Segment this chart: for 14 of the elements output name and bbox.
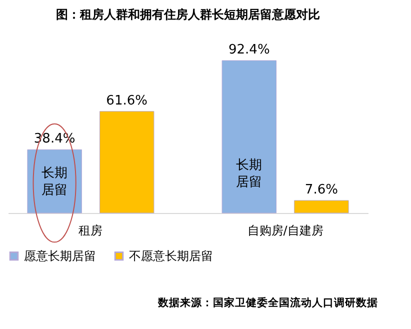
legend-label: 不愿意长期居留 — [129, 249, 213, 264]
data-label: 7.6% — [304, 182, 338, 198]
chart-title: 图：租房人群和拥有住房人群长短期居留意愿对比 — [56, 8, 320, 22]
annotation: 长期居留 — [236, 158, 262, 190]
source-note: 数据来源：国家卫健委全国流动人口调研数据 — [157, 296, 378, 309]
bar — [222, 60, 277, 214]
legend-label: 愿意长期居留 — [24, 249, 96, 264]
data-label: 92.4% — [228, 42, 270, 58]
x-tick-label: 自购房/自建房 — [247, 224, 324, 238]
annotation: 长期居留 — [42, 166, 68, 198]
bar — [99, 111, 154, 214]
bar — [294, 200, 349, 214]
x-tick-label: 租房 — [78, 224, 103, 238]
data-label: 61.6% — [106, 93, 148, 108]
